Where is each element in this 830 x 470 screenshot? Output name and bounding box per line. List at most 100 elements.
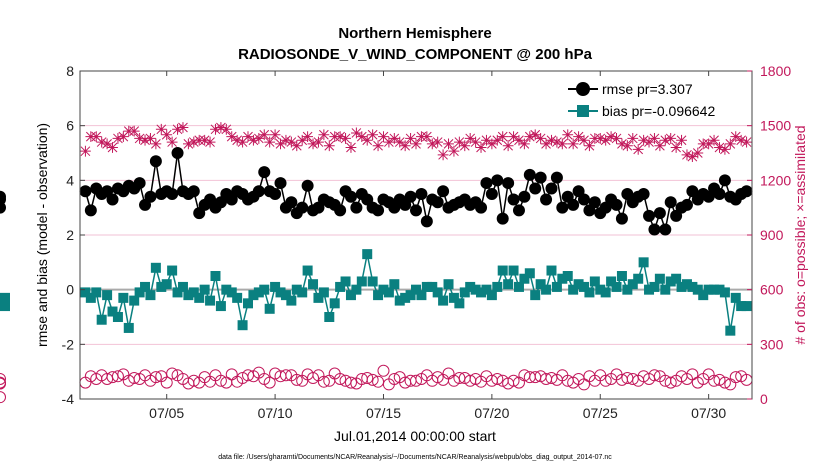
bias-point [112, 312, 123, 322]
assimilated-obs-point [107, 142, 118, 153]
rmse-point [350, 201, 363, 214]
rmse-point [523, 168, 536, 181]
rmse-point [301, 179, 314, 192]
bias-point [589, 276, 600, 287]
assimilated-obs-point [611, 133, 622, 144]
assimilated-obs-point [405, 133, 416, 144]
bias-point [297, 287, 308, 298]
assimilated-obs-point [80, 145, 91, 157]
bias-point [448, 292, 459, 303]
x-tick-label: 07/30 [691, 405, 726, 421]
possible-obs-point [214, 374, 227, 387]
possible-obs-point [0, 372, 6, 385]
y-right-tick-label: 1200 [760, 172, 791, 188]
assimilated-obs-point [204, 136, 216, 148]
possible-obs-point [279, 369, 292, 382]
bias-point [551, 281, 562, 292]
rmse-point [507, 193, 520, 206]
rmse-point [431, 196, 444, 209]
bias-point [161, 279, 172, 290]
bias-point [270, 281, 281, 292]
assimilated-obs-point [692, 147, 704, 159]
bias-point [405, 290, 416, 301]
bias-point [188, 287, 199, 298]
bias-point [383, 287, 394, 298]
bias-point [205, 295, 216, 306]
assimilated-obs-point [670, 142, 682, 153]
rmse-point [106, 193, 119, 206]
assimilated-obs-point [453, 136, 465, 148]
data-file-footnote: data file: /Users/gharamti/Documents/NCA… [218, 454, 612, 461]
assimilated-obs-point [659, 134, 671, 146]
bias-point [215, 301, 226, 312]
bias-point [535, 279, 546, 290]
assimilated-obs-point [584, 140, 595, 152]
bias-point [486, 290, 497, 301]
possible-obs-point [686, 368, 699, 381]
assimilated-obs-point [296, 134, 308, 146]
rmse-point [0, 190, 6, 203]
x-axis-label: Jul.01,2014 00:00:00 start [334, 428, 496, 444]
assimilated-obs-point [112, 133, 124, 144]
rmse-point [372, 204, 385, 217]
assimilated-obs-point [459, 140, 471, 152]
assimilated-obs-point [177, 122, 189, 133]
bias-point [481, 284, 492, 295]
rmse-point [133, 177, 146, 190]
bias-point [638, 257, 649, 268]
rmse-point [475, 201, 488, 214]
assimilated-obs-point [345, 142, 357, 153]
assimilated-obs-point [313, 136, 324, 148]
rmse-point [550, 171, 563, 184]
rmse-point [637, 188, 650, 200]
y-left-tick-label: 2 [66, 227, 74, 243]
assimilated-obs-point [616, 138, 628, 150]
assimilated-obs-point [719, 143, 731, 155]
y-left-tick-label: -2 [62, 336, 75, 352]
bias-point [736, 301, 747, 312]
assimilated-obs-point [90, 131, 102, 142]
x-tick-label: 07/10 [258, 405, 293, 421]
bias-point [243, 298, 253, 309]
bias-point [730, 292, 741, 303]
legend-box [563, 77, 735, 121]
bias-point [167, 265, 178, 276]
bias-point [665, 276, 676, 287]
assimilated-obs-point [193, 134, 205, 146]
assimilated-obs-point [334, 131, 346, 142]
bias-point [378, 284, 389, 295]
possible-obs-point [0, 377, 6, 390]
rmse-point [556, 201, 569, 214]
bias-point [237, 320, 248, 331]
possible-obs-point [166, 367, 179, 380]
bias-point [177, 281, 188, 292]
possible-obs-point [507, 374, 520, 387]
rmse-point [258, 166, 271, 179]
bias-point [660, 284, 671, 295]
y-axis-right-label: # of obs: o=possible; ×=assimilated [792, 125, 808, 344]
bias-point [329, 298, 340, 309]
bias-point [524, 268, 535, 279]
ticks: 07/05 07/10 07/15 07/20 07/25 07/30 -4 -2 0 2 4 6 8 0… [62, 63, 792, 421]
bias-point [248, 290, 259, 301]
bias-point [687, 281, 698, 292]
y-left-tick-label: 0 [66, 282, 74, 298]
bias-point [421, 281, 432, 292]
rmse-point [502, 177, 515, 190]
assimilated-obs-point [416, 131, 427, 142]
bias-point [519, 273, 530, 284]
y-left-tick-label: 8 [66, 63, 74, 79]
bias-point [546, 265, 557, 276]
assimilated-obs-point [524, 131, 536, 142]
assimilated-obs-point [589, 133, 601, 144]
y-right-tick-label: 900 [760, 227, 784, 243]
rmse-point [512, 204, 525, 217]
bias-point [394, 295, 405, 306]
rmse-point [285, 196, 298, 209]
assimilated-obs-point [399, 140, 411, 152]
assimilated-obs-point [302, 131, 314, 142]
assimilated-obs-point [199, 134, 211, 146]
rmse-point [648, 223, 661, 236]
assimilated-obs-point [172, 123, 183, 135]
